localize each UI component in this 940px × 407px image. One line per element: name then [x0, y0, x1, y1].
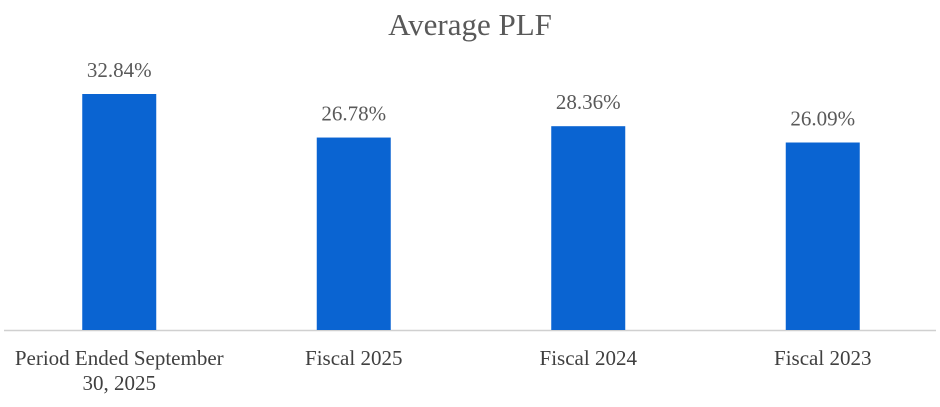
bar [316, 137, 391, 330]
x-tick-label: Fiscal 2025 [305, 346, 403, 370]
bar [82, 94, 157, 330]
data-label: 26.78% [321, 101, 386, 125]
data-label: 32.84% [87, 58, 152, 82]
data-label: 26.09% [790, 106, 855, 130]
bar [785, 142, 860, 330]
x-tick-label: Period Ended September 30, 2025 [14, 346, 224, 395]
bar [551, 126, 626, 330]
chart-title: Average PLF [388, 7, 552, 42]
x-tick-label: Fiscal 2023 [774, 346, 872, 370]
x-tick-label: Fiscal 2024 [539, 346, 637, 370]
data-label: 28.36% [556, 90, 621, 114]
